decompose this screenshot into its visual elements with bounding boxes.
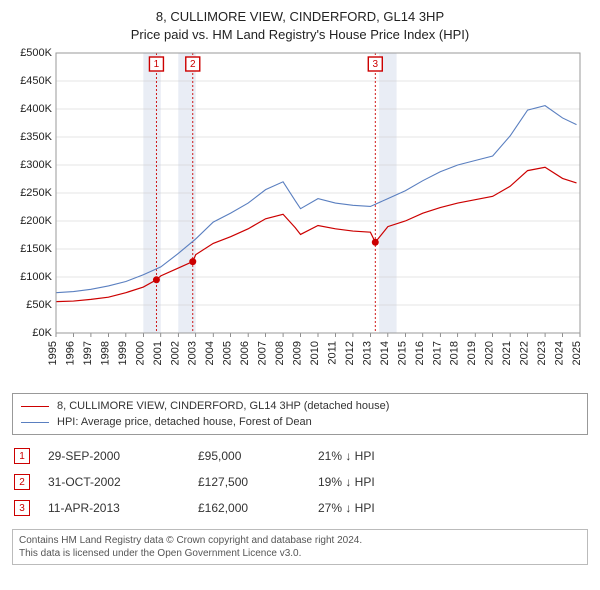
svg-text:2021: 2021 [501,341,513,365]
svg-text:2000: 2000 [134,341,146,365]
transaction-row: 2 31-OCT-2002£127,50019% ↓ HPI [12,469,588,495]
svg-text:2017: 2017 [431,341,443,365]
svg-text:2006: 2006 [239,341,251,365]
svg-text:2008: 2008 [274,341,286,365]
svg-text:1996: 1996 [64,341,76,365]
svg-text:3: 3 [373,59,379,70]
svg-text:£350K: £350K [20,131,52,143]
svg-text:2007: 2007 [257,341,269,365]
transaction-row: 1 29-SEP-2000£95,00021% ↓ HPI [12,443,588,469]
legend-item: 8, CULLIMORE VIEW, CINDERFORD, GL14 3HP … [21,398,579,414]
transaction-marker: 1 [14,448,30,464]
svg-text:1: 1 [154,59,160,70]
legend-swatch [21,406,49,407]
transaction-date: 31-OCT-2002 [48,475,198,489]
svg-text:2010: 2010 [309,341,321,365]
svg-text:£250K: £250K [20,187,52,199]
svg-text:2009: 2009 [292,341,304,365]
svg-text:2020: 2020 [484,341,496,365]
svg-text:£300K: £300K [20,159,52,171]
svg-text:£400K: £400K [20,103,52,115]
svg-text:£100K: £100K [20,271,52,283]
svg-text:2011: 2011 [326,341,338,365]
svg-text:2024: 2024 [554,341,566,365]
svg-text:2003: 2003 [187,341,199,365]
transaction-diff: 21% ↓ HPI [318,449,438,463]
price-chart: £0K £50K £100K £150K £200K £250K £300K £350K £40… [12,47,588,387]
svg-text:2019: 2019 [466,341,478,365]
svg-text:2016: 2016 [414,341,426,365]
transaction-diff: 19% ↓ HPI [318,475,438,489]
svg-text:2004: 2004 [204,341,216,365]
svg-text:£450K: £450K [20,75,52,87]
legend: 8, CULLIMORE VIEW, CINDERFORD, GL14 3HP … [12,393,588,435]
transaction-date: 11-APR-2013 [48,501,198,515]
svg-text:2018: 2018 [449,341,461,365]
chart-title: 8, CULLIMORE VIEW, CINDERFORD, GL14 3HP … [12,8,588,43]
title-line-2: Price paid vs. HM Land Registry's House … [12,26,588,44]
svg-text:2015: 2015 [396,341,408,365]
svg-text:£50K: £50K [26,299,52,311]
transaction-marker: 2 [14,474,30,490]
svg-text:£200K: £200K [20,215,52,227]
svg-text:2025: 2025 [571,341,583,365]
svg-text:1997: 1997 [82,341,94,365]
transaction-price: £127,500 [198,475,318,489]
transaction-row: 3 11-APR-2013£162,00027% ↓ HPI [12,495,588,521]
svg-text:£150K: £150K [20,243,52,255]
svg-text:1999: 1999 [117,341,129,365]
transaction-marker: 3 [14,500,30,516]
legend-label: HPI: Average price, detached house, Fore… [57,416,312,428]
footer-attribution: Contains HM Land Registry data © Crown c… [12,529,588,565]
footer-line-1: Contains HM Land Registry data © Crown c… [19,534,581,547]
legend-label: 8, CULLIMORE VIEW, CINDERFORD, GL14 3HP … [57,400,389,412]
transaction-date: 29-SEP-2000 [48,449,198,463]
svg-text:2: 2 [190,59,196,70]
footer-line-2: This data is licensed under the Open Gov… [19,547,581,560]
transaction-diff: 27% ↓ HPI [318,501,438,515]
transaction-price: £162,000 [198,501,318,515]
title-line-1: 8, CULLIMORE VIEW, CINDERFORD, GL14 3HP [12,8,588,26]
svg-text:2001: 2001 [152,341,164,365]
svg-text:2022: 2022 [519,341,531,365]
svg-text:2023: 2023 [536,341,548,365]
svg-text:2005: 2005 [222,341,234,365]
legend-item: HPI: Average price, detached house, Fore… [21,414,579,430]
legend-swatch [21,422,49,423]
svg-text:2014: 2014 [379,341,391,365]
svg-text:£0K: £0K [32,327,52,339]
svg-text:1995: 1995 [47,341,59,365]
svg-text:1998: 1998 [99,341,111,365]
svg-text:£500K: £500K [20,47,52,59]
transactions-table: 1 29-SEP-2000£95,00021% ↓ HPI 2 31-OCT-2002… [12,443,588,521]
svg-text:2012: 2012 [344,341,356,365]
svg-text:2002: 2002 [169,341,181,365]
svg-text:2013: 2013 [361,341,373,365]
transaction-price: £95,000 [198,449,318,463]
